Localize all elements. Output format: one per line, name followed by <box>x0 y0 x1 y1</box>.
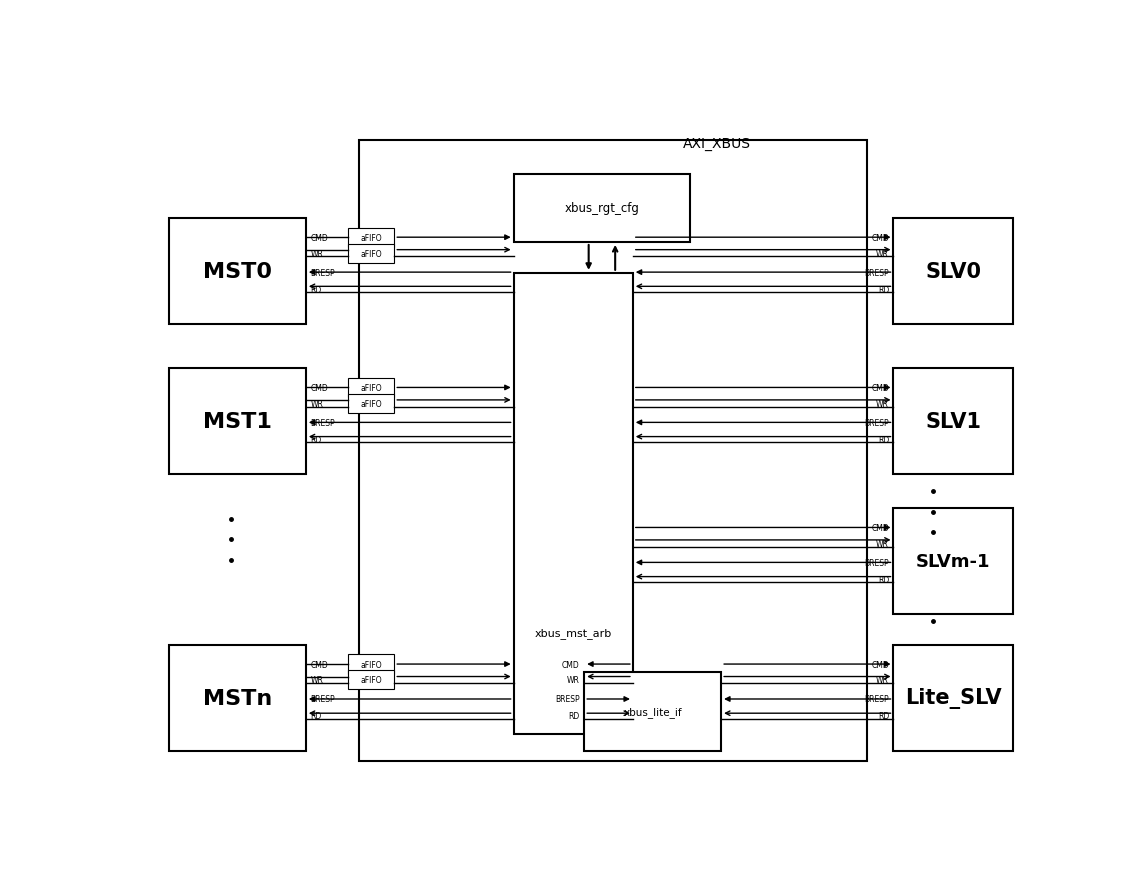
Text: xbus_rgt_cfg: xbus_rgt_cfg <box>564 202 640 215</box>
Bar <box>349 671 394 689</box>
Bar <box>349 245 394 263</box>
Bar <box>169 219 306 324</box>
Text: RD: RD <box>878 711 889 720</box>
Text: BRESP: BRESP <box>864 558 889 567</box>
Text: CMD: CMD <box>871 233 889 243</box>
Text: RD: RD <box>310 711 321 720</box>
Text: WR: WR <box>877 400 889 408</box>
Text: WR: WR <box>877 249 889 259</box>
Text: AXI_XBUS: AXI_XBUS <box>683 136 751 151</box>
Text: CMD: CMD <box>871 384 889 392</box>
Text: SLV0: SLV0 <box>926 261 982 282</box>
Text: SLV1: SLV1 <box>926 412 982 431</box>
Text: MSTn: MSTn <box>203 688 272 708</box>
Text: RD: RD <box>310 435 321 444</box>
Text: BRESP: BRESP <box>310 695 335 703</box>
Text: BRESP: BRESP <box>555 695 580 703</box>
Text: aFIFO: aFIFO <box>360 400 382 408</box>
Text: aFIFO: aFIFO <box>360 249 382 259</box>
Bar <box>894 645 1012 751</box>
Bar <box>169 369 306 475</box>
Text: BRESP: BRESP <box>864 268 889 277</box>
Text: CMD: CMD <box>562 660 580 669</box>
Text: BRESP: BRESP <box>864 418 889 427</box>
Text: RD: RD <box>878 575 889 584</box>
Bar <box>584 672 722 751</box>
Text: CMD: CMD <box>310 384 328 392</box>
Text: BRESP: BRESP <box>310 418 335 427</box>
Bar <box>169 645 306 751</box>
Text: aFIFO: aFIFO <box>360 233 382 243</box>
Bar <box>894 369 1012 475</box>
Text: CMD: CMD <box>310 660 328 669</box>
Text: Lite_SLV: Lite_SLV <box>905 688 1001 709</box>
Text: CMD: CMD <box>871 660 889 669</box>
Text: RD: RD <box>878 435 889 444</box>
Text: WR: WR <box>310 249 324 259</box>
Bar <box>894 219 1012 324</box>
Bar <box>513 175 691 243</box>
Text: xbus_lite_if: xbus_lite_if <box>624 706 682 718</box>
Text: RD: RD <box>878 285 889 294</box>
Bar <box>513 274 633 734</box>
Bar <box>349 655 394 674</box>
Text: WR: WR <box>310 676 324 685</box>
Text: SLVm-1: SLVm-1 <box>915 553 991 571</box>
Bar <box>349 378 394 398</box>
Text: CMD: CMD <box>871 524 889 532</box>
Text: WR: WR <box>310 400 324 408</box>
Bar <box>349 394 394 414</box>
Text: xbus_mst_arb: xbus_mst_arb <box>535 627 612 638</box>
Text: aFIFO: aFIFO <box>360 384 382 392</box>
Text: aFIFO: aFIFO <box>360 676 382 685</box>
Bar <box>349 229 394 247</box>
Text: WR: WR <box>877 676 889 685</box>
Text: RD: RD <box>569 711 580 720</box>
Text: RD: RD <box>310 285 321 294</box>
Bar <box>359 140 868 761</box>
Bar <box>894 509 1012 615</box>
Text: MST0: MST0 <box>203 261 272 282</box>
Text: aFIFO: aFIFO <box>360 660 382 669</box>
Text: BRESP: BRESP <box>310 268 335 277</box>
Text: MST1: MST1 <box>203 412 272 431</box>
Text: BRESP: BRESP <box>864 695 889 703</box>
Text: WR: WR <box>567 676 580 685</box>
Text: CMD: CMD <box>310 233 328 243</box>
Text: WR: WR <box>877 540 889 548</box>
